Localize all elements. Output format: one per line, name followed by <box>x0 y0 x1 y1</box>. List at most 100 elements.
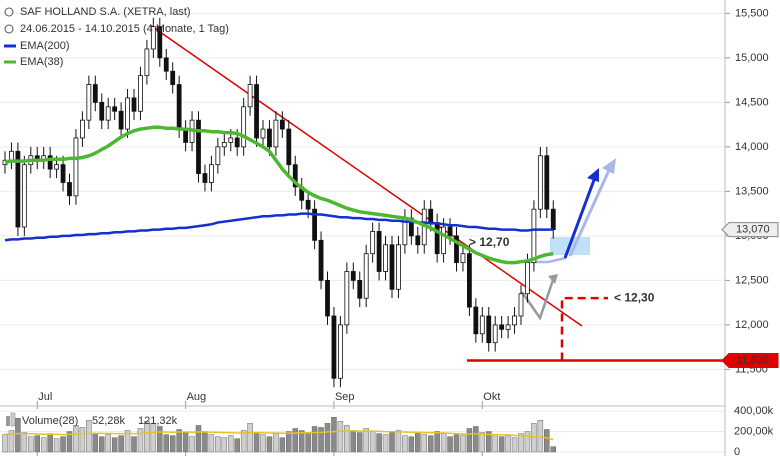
volume-bar <box>202 431 208 453</box>
candle-body <box>325 279 330 317</box>
volume-bar <box>131 436 137 453</box>
candle-body <box>150 26 156 50</box>
volume-bar <box>298 430 305 453</box>
volume-bar <box>479 432 486 453</box>
volume-bar <box>492 434 498 453</box>
candle-body <box>499 324 505 330</box>
candle-body <box>86 84 92 121</box>
volume-bar <box>331 416 337 453</box>
volume-bar <box>537 420 544 453</box>
header: SAF HOLLAND S.A. (XETRA, last) 24.06.201… <box>4 6 229 35</box>
scenario-arrow <box>568 167 612 257</box>
candle-body <box>221 142 227 148</box>
volume-bar <box>260 434 266 453</box>
candle-body <box>260 128 266 139</box>
candle-body <box>170 70 176 85</box>
y-tick-label: 14,500 <box>735 96 769 108</box>
candle-body <box>54 164 59 170</box>
volume-bar <box>124 430 131 453</box>
legend-label: EMA(38) <box>20 56 63 68</box>
volume-bar <box>453 434 460 453</box>
candle-body <box>215 146 221 166</box>
volume-bar <box>427 435 434 453</box>
arrow-head <box>548 274 558 284</box>
y-tick-label: 0 <box>734 446 740 456</box>
candle-body <box>228 137 234 143</box>
volume-bar <box>66 431 73 453</box>
volume-bar <box>73 425 79 453</box>
volume-bar <box>15 418 21 453</box>
candle-body <box>196 119 201 174</box>
volume-bar <box>279 437 286 453</box>
chart-title: SAF HOLLAND S.A. (XETRA, last) <box>20 6 191 18</box>
candle-body <box>157 26 163 59</box>
volume-bar <box>324 423 331 453</box>
candle-body <box>512 315 517 326</box>
candle-body <box>292 164 298 188</box>
candle-body <box>441 226 447 255</box>
candle-body <box>357 279 363 299</box>
candle-body <box>473 306 479 335</box>
volume-bar <box>215 436 221 453</box>
scenario-arrow <box>520 279 555 321</box>
x-tick-label: Jul <box>38 391 52 403</box>
volume-bar <box>292 428 298 453</box>
candle-body <box>454 235 459 263</box>
y-tick-label: 14,000 <box>735 141 769 153</box>
candle-body <box>279 119 285 130</box>
annotation: > 12,70 <box>469 235 510 249</box>
volume-bar <box>511 437 518 453</box>
arrow-head <box>602 158 616 174</box>
volume-bar <box>395 430 402 453</box>
y-tick-label: 12,500 <box>735 274 769 286</box>
candle-body <box>492 324 498 344</box>
volume-bar <box>286 431 292 453</box>
volume-bar <box>434 431 440 453</box>
volume-bar <box>53 438 60 453</box>
candle-body <box>202 173 208 183</box>
candle-body <box>21 164 27 228</box>
candle-body <box>318 239 324 281</box>
volume-bar <box>473 426 479 453</box>
legend-value: 121,32k <box>138 415 178 427</box>
candle-body <box>434 222 440 255</box>
volume-bar <box>460 435 466 453</box>
volume-bar <box>318 427 324 453</box>
volume-bar <box>234 438 240 453</box>
price-tag-label: 11,600 <box>736 354 769 366</box>
candle-body <box>331 315 337 379</box>
candle-body <box>363 253 369 299</box>
candle-body <box>383 244 388 272</box>
volume-bar <box>208 434 215 453</box>
volume-bar <box>266 436 273 453</box>
candle-body <box>92 84 98 103</box>
candle-body <box>60 164 66 183</box>
volume-bar <box>466 428 473 453</box>
candle-body <box>112 106 118 112</box>
y-tick-label: 13,500 <box>735 185 769 197</box>
candle-body <box>105 106 111 121</box>
volume-bar <box>176 429 182 453</box>
candle-body <box>144 48 150 77</box>
arrow-head <box>587 168 599 182</box>
candle-body <box>267 128 272 148</box>
volume-bar <box>28 436 34 453</box>
volume-bar <box>247 423 253 453</box>
candle-body <box>428 208 434 223</box>
candle-body <box>286 128 292 166</box>
candle-body <box>131 97 137 112</box>
volume-bar <box>544 429 550 453</box>
candle-body <box>370 231 376 255</box>
volume-bar <box>40 437 47 453</box>
legend-label: Volume(28) <box>22 415 78 427</box>
volume-bar <box>486 431 492 453</box>
candle-body <box>525 262 530 295</box>
volume-bar <box>169 435 176 453</box>
volume-bar <box>357 432 363 453</box>
volume-bar <box>189 436 195 453</box>
candle-body <box>163 57 169 72</box>
icon <box>4 24 14 34</box>
volume-bar <box>305 432 311 453</box>
candle-body <box>9 150 14 161</box>
volume-bar <box>350 430 357 453</box>
